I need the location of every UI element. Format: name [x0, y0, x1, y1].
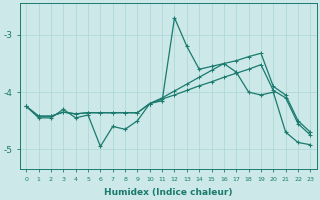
X-axis label: Humidex (Indice chaleur): Humidex (Indice chaleur)	[104, 188, 233, 197]
